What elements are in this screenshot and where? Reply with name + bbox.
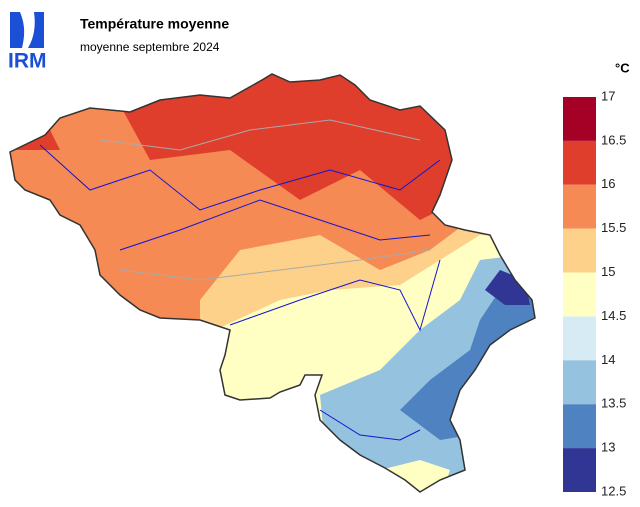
border [99, 119, 421, 151]
logo-shape [10, 12, 44, 48]
river [39, 144, 441, 211]
legend: 17 16.5 16 15.5 15 14.5 14 13.5 13 12.5 [563, 88, 626, 498]
legend-tick-label: 14 [601, 352, 615, 367]
legend-unit: °C [615, 60, 630, 75]
legend-tick-label: 16.5 [601, 132, 626, 147]
legend-tick-label: 15.5 [601, 220, 626, 235]
legend-tick-label: 13.5 [601, 396, 626, 411]
legend-swatch [563, 316, 596, 361]
map [10, 74, 535, 492]
logo: IRM [8, 12, 47, 73]
title: Température moyenne [80, 16, 229, 32]
legend-tick-label: 16 [601, 176, 615, 191]
river [319, 409, 421, 441]
country-outline [9, 73, 536, 493]
river [229, 259, 441, 332]
legend-swatch [563, 448, 596, 492]
legend-swatch [563, 272, 596, 317]
logo-text: IRM [8, 50, 47, 73]
legend-tick-label: 12.5 [601, 483, 626, 498]
subtitle: moyenne septembre 2024 [80, 40, 220, 54]
legend-tick-label: 17 [601, 88, 615, 103]
legend-tick-label: 13 [601, 440, 615, 455]
legend-swatch [563, 97, 596, 141]
river [119, 199, 431, 251]
legend-swatch [563, 228, 596, 273]
border [119, 249, 431, 281]
legend-swatch [563, 140, 596, 185]
legend-tick-label: 14.5 [601, 308, 626, 323]
legend-swatch [563, 404, 596, 449]
legend-tick-label: 15 [601, 264, 615, 279]
legend-swatch [563, 360, 596, 405]
legend-swatch [563, 184, 596, 229]
